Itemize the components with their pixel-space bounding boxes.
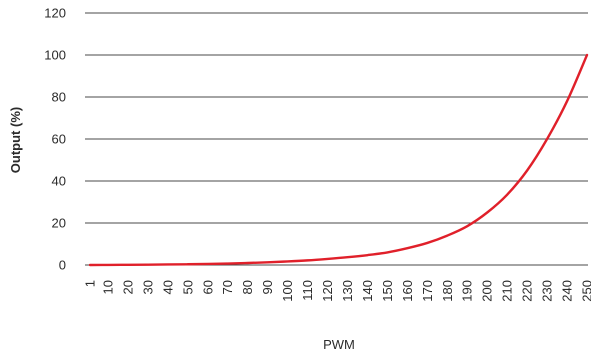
x-tick-label: 230 [540, 280, 555, 302]
y-tick-labels: 0 20 40 60 80 100 120 [44, 6, 66, 273]
x-tick-label: 190 [460, 280, 475, 302]
x-tick-label: 180 [440, 280, 455, 302]
x-tick-label: 50 [180, 280, 195, 294]
y-tick-label: 20 [52, 216, 66, 231]
y-tick-label: 40 [52, 174, 66, 189]
x-tick-label: 60 [200, 280, 215, 294]
x-tick-label: 110 [300, 280, 315, 301]
y-tick-label: 60 [52, 132, 66, 147]
x-tick-label: 1 [83, 280, 98, 287]
y-axis-title: Output (%) [8, 107, 23, 173]
x-tick-label: 160 [400, 280, 415, 302]
x-tick-label: 170 [420, 280, 435, 302]
x-tick-label: 20 [120, 280, 135, 294]
x-tick-label: 80 [240, 280, 255, 294]
series-line-0 [88, 53, 589, 267]
y-tick-label: 120 [44, 6, 66, 21]
x-tick-label: 210 [500, 280, 515, 302]
x-tick-label: 130 [340, 280, 355, 302]
x-tick-label: 90 [260, 280, 275, 294]
x-tick-label: 200 [480, 280, 495, 302]
series-layer [88, 53, 589, 267]
x-tick-label: 10 [100, 280, 115, 294]
x-tick-label: 120 [320, 280, 335, 302]
x-tick-label: 150 [380, 280, 395, 302]
x-tick-labels: 1 10 20 30 40 50 60 70 80 90 100 110 120 130 140 150 160… [83, 280, 591, 302]
x-tick-label: 220 [520, 280, 535, 302]
x-axis-title: PWM [323, 337, 355, 352]
x-tick-label: 40 [160, 280, 175, 294]
x-tick-label: 140 [360, 280, 375, 302]
gridlines [85, 12, 588, 266]
x-tick-label: 70 [220, 280, 235, 294]
x-tick-label: 250 [580, 280, 591, 302]
x-tick-label: 240 [560, 280, 575, 302]
x-tick-label: 100 [280, 280, 295, 302]
y-tick-label: 100 [44, 48, 66, 63]
y-tick-label: 0 [59, 258, 66, 273]
y-tick-label: 80 [52, 90, 66, 105]
x-tick-label: 30 [140, 280, 155, 294]
